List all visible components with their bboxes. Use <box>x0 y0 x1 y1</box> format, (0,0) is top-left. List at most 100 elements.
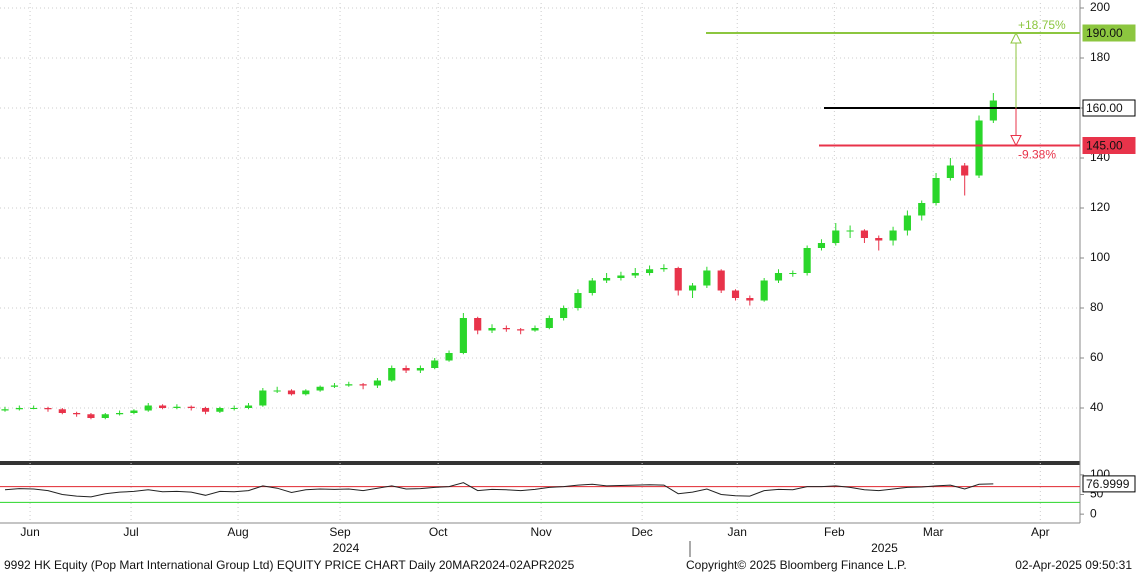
candle-body <box>416 368 424 371</box>
candle-body <box>574 293 582 308</box>
x-tick-label: Mar <box>923 525 944 539</box>
rsi-last-box <box>1082 475 1136 493</box>
candle-body <box>889 230 897 241</box>
x-tick-label: Jul <box>123 525 138 539</box>
y-tick-label: 40 <box>1090 400 1104 414</box>
candle-body <box>459 318 467 353</box>
candle-body <box>688 285 697 291</box>
rsi-last-label: 76.9999 <box>1086 477 1130 491</box>
rsi-tick-label: 0 <box>1090 506 1097 520</box>
candle-body <box>158 405 167 408</box>
level-label: 190.00 <box>1086 26 1123 40</box>
candle-body <box>373 380 382 386</box>
x-tick-label: Dec <box>631 525 652 539</box>
x-tick-label: Jan <box>728 525 747 539</box>
y-tick-label: 180 <box>1090 50 1110 64</box>
year-label: 2024 <box>333 541 360 555</box>
candle-body <box>674 268 682 291</box>
candle-body <box>774 273 783 281</box>
candle-body <box>961 165 969 176</box>
candle-body <box>316 386 324 391</box>
level-label-box <box>1082 137 1136 154</box>
candle-body <box>932 178 940 203</box>
x-tick-label: Jun <box>20 525 39 539</box>
candle-body <box>273 390 281 392</box>
candle-body <box>287 390 296 395</box>
candle-body <box>531 328 539 331</box>
candle-body <box>101 414 109 418</box>
candle-body <box>1 409 9 411</box>
level-annotation: -9.38% <box>1018 148 1056 162</box>
candle-body <box>116 413 124 415</box>
candle-body <box>58 409 66 413</box>
candle-body <box>345 384 353 386</box>
y-tick-label: 60 <box>1090 350 1104 364</box>
candle-body <box>760 280 768 301</box>
arrow-head <box>1010 135 1022 147</box>
candle-body <box>645 269 654 273</box>
x-tick-label: Nov <box>530 525 551 539</box>
candle-body <box>330 385 339 387</box>
candle-body <box>502 328 510 330</box>
candle-body <box>302 390 310 395</box>
candle-body <box>731 290 740 298</box>
candle-body <box>445 353 453 361</box>
candle-body <box>703 270 711 286</box>
candle-body <box>717 270 725 291</box>
arrow-head <box>1010 31 1022 44</box>
candle-body <box>975 120 983 176</box>
candle-body <box>517 329 525 331</box>
candle-body <box>173 406 181 408</box>
candle-body <box>989 100 997 121</box>
candle-body <box>846 230 854 232</box>
y-tick-label: 80 <box>1090 300 1104 314</box>
candle-body <box>359 384 367 386</box>
candle-body <box>87 414 95 418</box>
candle-body <box>746 298 754 301</box>
level-annotation: +18.75% <box>1018 18 1066 32</box>
candle-body <box>545 318 553 328</box>
candle-body <box>244 405 253 408</box>
candle-body <box>617 275 625 278</box>
candle-body <box>474 318 482 331</box>
candle-body <box>44 408 52 410</box>
candle-body <box>230 408 238 409</box>
candle-body <box>918 203 926 216</box>
candle-body <box>30 408 38 409</box>
rsi-line <box>4 482 994 498</box>
candle-body <box>560 308 568 318</box>
candle-body <box>660 268 668 270</box>
candle-body <box>588 280 596 293</box>
candle-body <box>431 360 439 368</box>
candle-body <box>875 238 883 241</box>
candle-body <box>488 328 496 331</box>
candle-body <box>259 390 267 406</box>
y-tick-label: 120 <box>1090 200 1110 214</box>
candle-body <box>144 405 152 411</box>
level-label-box <box>1082 24 1136 42</box>
candle-body <box>903 215 911 231</box>
x-tick-label: Oct <box>429 525 448 539</box>
level-label-box <box>1082 99 1136 117</box>
x-tick-label: Feb <box>824 525 845 539</box>
x-tick-label: Aug <box>227 525 248 539</box>
candle-body <box>73 413 81 415</box>
candle-body <box>817 243 826 248</box>
candle-body <box>832 230 840 243</box>
footer-title: 9992 HK Equity (Pop Mart International G… <box>4 558 575 572</box>
candle-body <box>187 406 195 408</box>
x-tick-label: Sep <box>329 525 351 539</box>
candle-body <box>130 410 138 413</box>
candle-body <box>15 408 23 410</box>
candle-body <box>631 273 639 276</box>
candle-body <box>789 273 797 274</box>
year-label: 2025 <box>871 541 898 555</box>
candle-body <box>216 408 224 412</box>
candle-body <box>803 248 811 273</box>
y-tick-label: 100 <box>1090 250 1110 264</box>
candle-body <box>201 408 210 412</box>
level-label: 145.00 <box>1086 139 1123 153</box>
panel-divider <box>0 461 1080 465</box>
timestamp: 02-Apr-2025 09:50:31 <box>1015 558 1132 572</box>
